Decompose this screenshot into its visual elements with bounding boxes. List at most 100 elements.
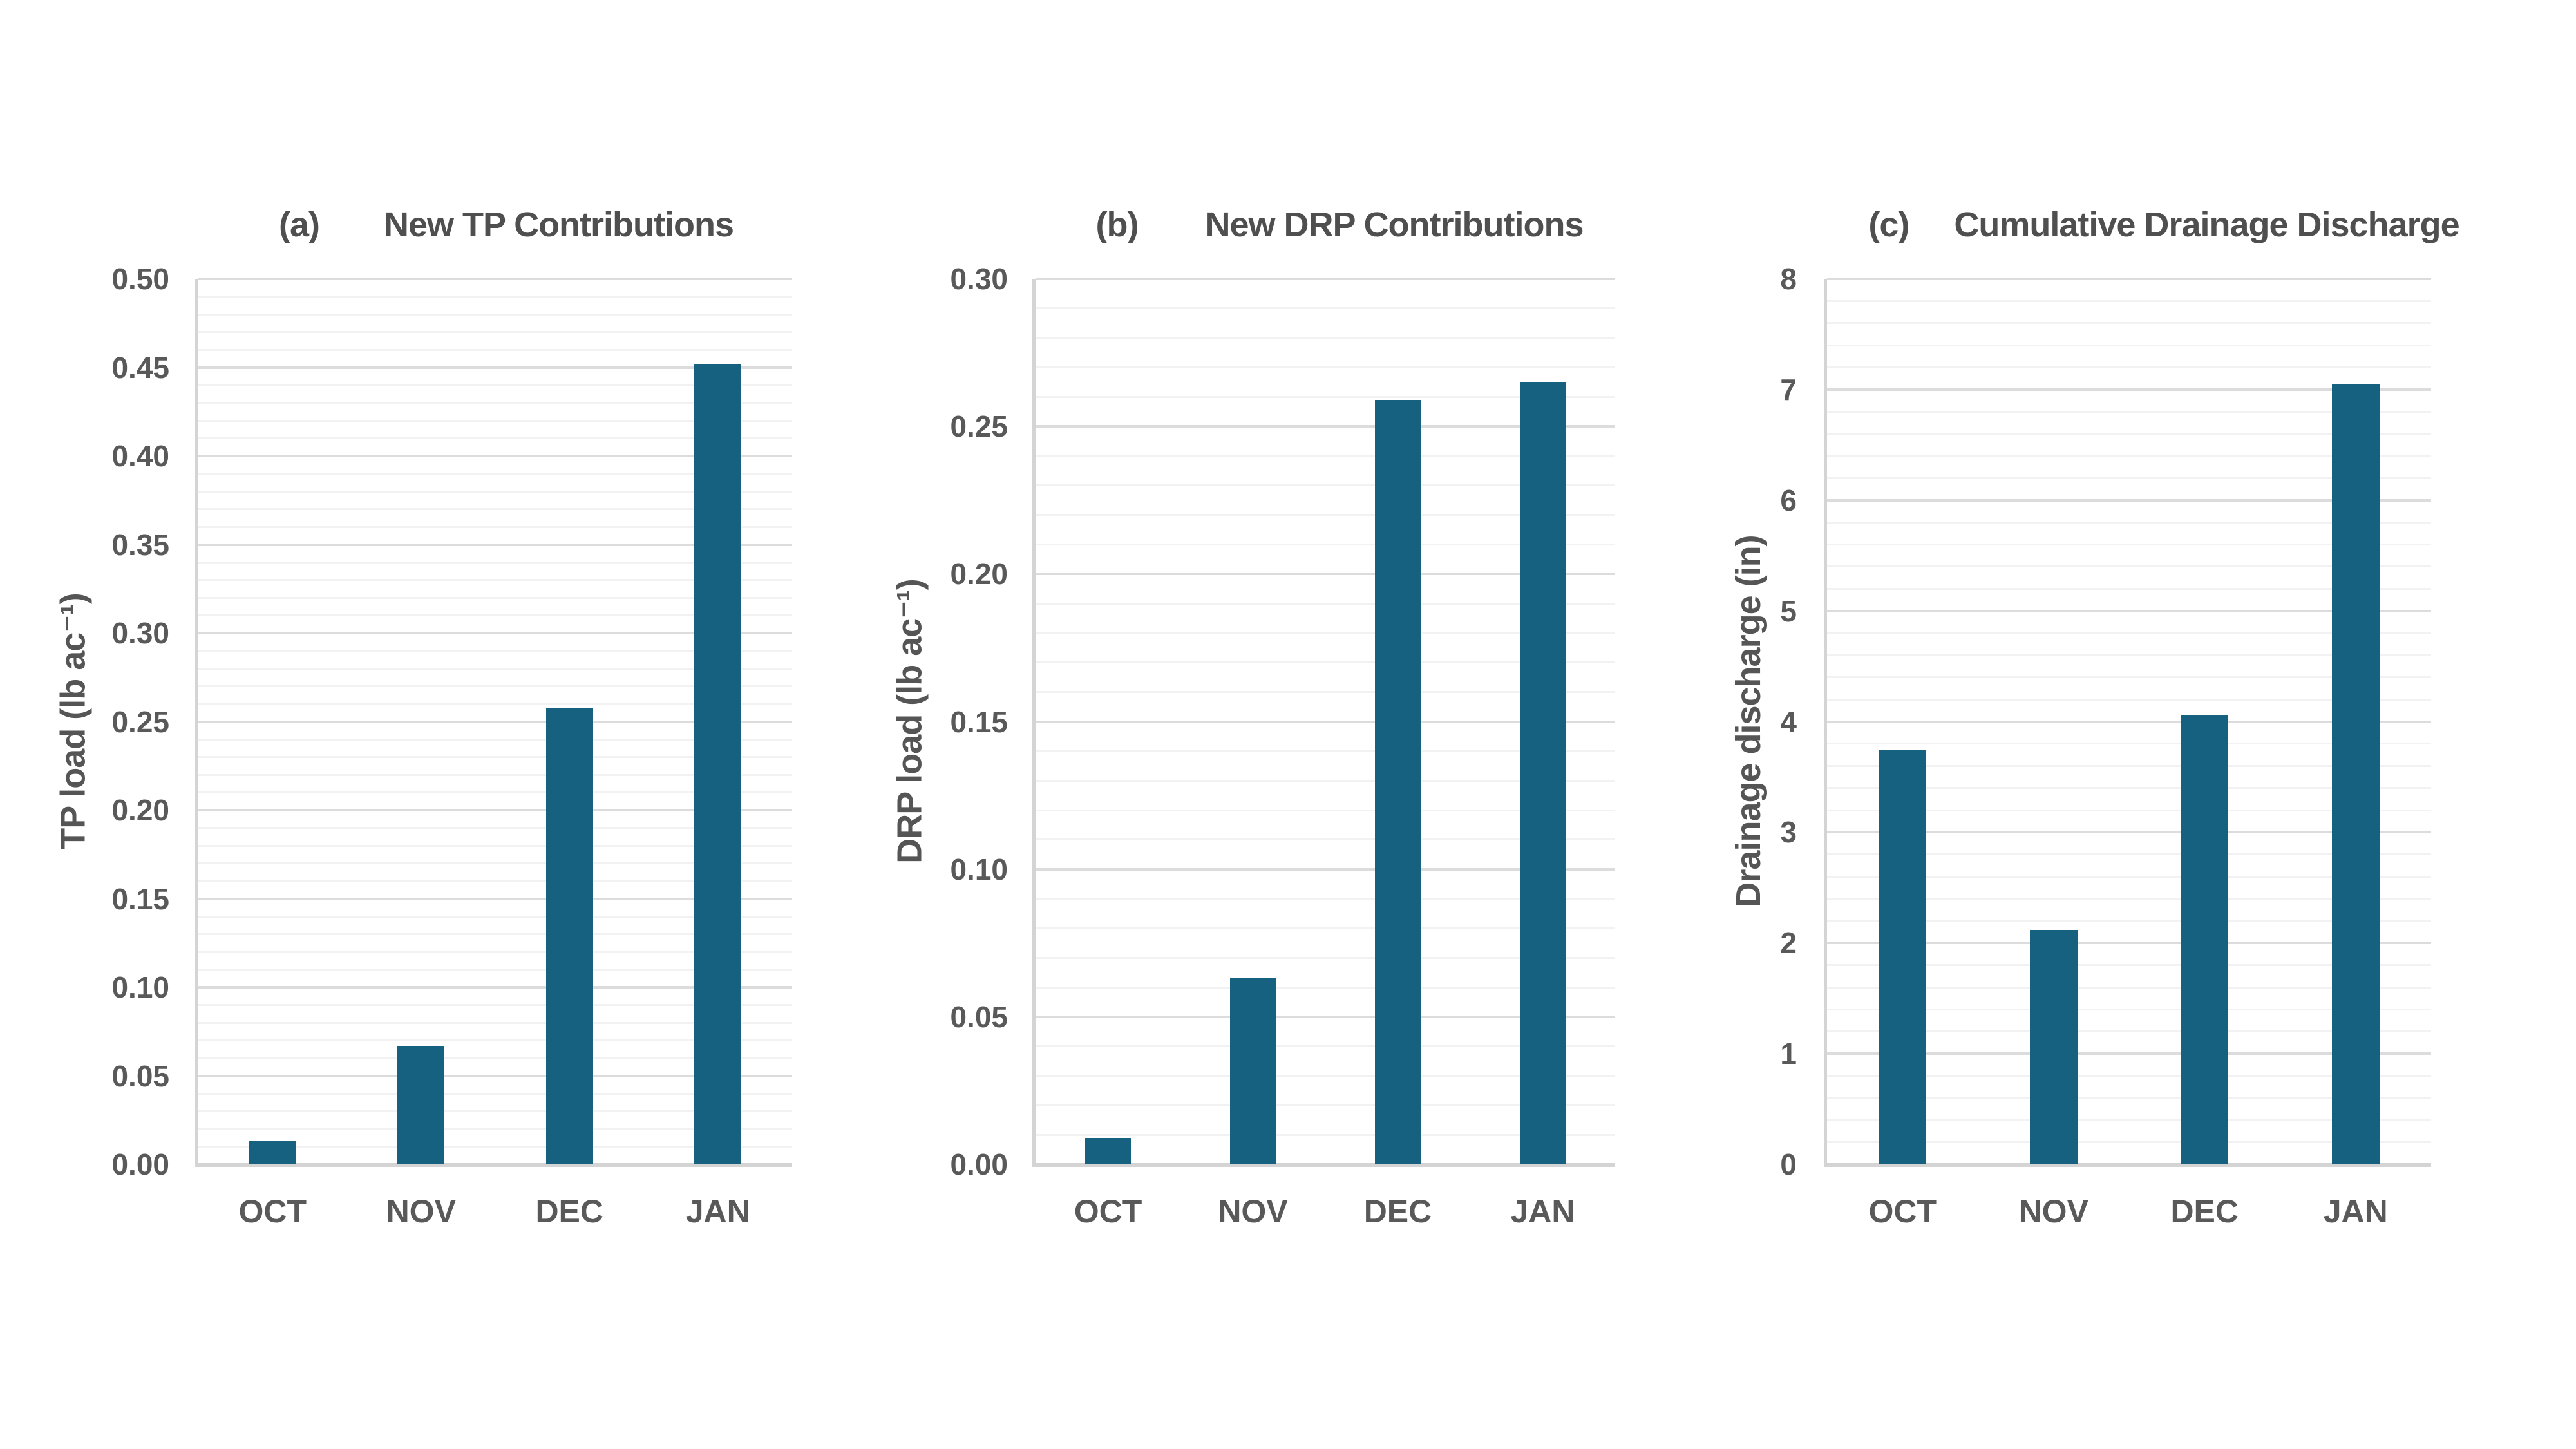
- gridline-minor: [198, 1021, 792, 1024]
- x-tick-label: NOV: [2018, 1193, 2088, 1229]
- y-tick-label: 0.35: [111, 527, 169, 562]
- gridline-minor: [198, 561, 792, 564]
- gridline-minor: [1827, 299, 2431, 302]
- gridline-minor: [198, 473, 792, 475]
- gridline-minor: [1036, 544, 1615, 545]
- x-tick-label: OCT: [1868, 1193, 1937, 1229]
- gridline-major: [198, 543, 792, 546]
- panel-label-a: (a): [279, 205, 320, 244]
- gridline-minor: [198, 1057, 792, 1059]
- gridline-minor: [1827, 787, 2431, 790]
- gridline-minor: [1827, 920, 2431, 922]
- y-tick-label: 8: [1780, 262, 1797, 296]
- bar-dec: [1375, 399, 1421, 1164]
- y-axis-line: [1032, 279, 1036, 1164]
- gridline-minor: [1827, 1141, 2431, 1144]
- gridline-minor: [198, 508, 792, 510]
- gridline-minor: [1036, 927, 1615, 929]
- gridline-minor: [1036, 1133, 1615, 1136]
- x-tick-label: DEC: [535, 1193, 604, 1229]
- gridline-minor: [198, 1110, 792, 1112]
- gridline-minor: [198, 1039, 792, 1041]
- gridline-minor: [1827, 632, 2431, 634]
- y-tick-label: 0.05: [950, 999, 1008, 1034]
- gridline-major: [1036, 573, 1615, 576]
- gridline-minor: [198, 756, 792, 758]
- chart-title-text-c: Cumulative Drainage Discharge: [1954, 205, 2459, 244]
- gridline-minor: [198, 862, 792, 864]
- gridline-minor: [1827, 853, 2431, 856]
- gridline-minor: [1827, 322, 2431, 325]
- gridline-minor: [198, 490, 792, 493]
- gridline-minor: [1827, 898, 2431, 900]
- y-tick-label: 4: [1780, 705, 1797, 739]
- gridline-major: [198, 278, 792, 280]
- gridline-minor: [1036, 779, 1615, 782]
- y-tick-label: 0.30: [950, 262, 1008, 296]
- gridline-major: [1036, 1015, 1615, 1018]
- chart-title-text-b: New DRP Contributions: [1205, 205, 1584, 244]
- gridline-minor: [1036, 307, 1615, 310]
- gridline-minor: [198, 667, 792, 670]
- gridline-minor: [1036, 1104, 1615, 1106]
- gridline-minor: [198, 650, 792, 652]
- gridline-major: [198, 366, 792, 369]
- gridline-minor: [198, 331, 792, 333]
- gridline-minor: [1036, 898, 1615, 900]
- gridline-minor: [1827, 986, 2431, 989]
- bar-jan: [1520, 382, 1566, 1164]
- gridline-minor: [1827, 433, 2431, 435]
- x-tick-label: JAN: [2323, 1193, 2388, 1229]
- gridline-minor: [1036, 986, 1615, 989]
- y-tick-label: 0.45: [111, 350, 169, 384]
- y-tick-label: 0.25: [111, 705, 169, 739]
- gridline-minor: [198, 1146, 792, 1148]
- y-tick-label: 1: [1780, 1037, 1797, 1071]
- gridline-minor: [1036, 956, 1615, 959]
- gridline-major: [198, 1074, 792, 1077]
- x-axis-line: [1032, 1163, 1615, 1167]
- gridline-major: [198, 632, 792, 634]
- x-tick-label: DEC: [2170, 1193, 2239, 1229]
- y-axis-line: [1824, 279, 1827, 1164]
- bar-dec: [545, 707, 593, 1164]
- gridline-minor: [1827, 544, 2431, 545]
- x-tick-label: NOV: [386, 1193, 456, 1229]
- gridline-major: [1827, 831, 2431, 834]
- y-tick-label: 0.40: [111, 439, 169, 473]
- x-axis-line: [195, 1163, 792, 1167]
- x-axis-line: [1824, 1163, 2431, 1167]
- y-tick-label: 0.50: [111, 262, 169, 296]
- gridline-minor: [198, 951, 792, 953]
- y-tick-label: 0.00: [950, 1148, 1008, 1181]
- y-tick-label: 0.20: [111, 793, 169, 827]
- gridline-minor: [198, 915, 792, 918]
- gridline-minor: [198, 596, 792, 599]
- gridline-minor: [198, 1004, 792, 1006]
- gridline-minor: [1827, 344, 2431, 346]
- gridline-minor: [198, 402, 792, 404]
- y-tick-label: 0.10: [950, 852, 1008, 886]
- chart-title-c: (c) Cumulative Drainage Discharge: [1713, 205, 2576, 245]
- y-tick-label: 7: [1780, 372, 1797, 406]
- bar-oct: [1879, 750, 1927, 1164]
- gridline-minor: [198, 526, 792, 528]
- gridline-major: [1036, 720, 1615, 723]
- x-tick-label: JAN: [1510, 1193, 1575, 1229]
- bar-nov: [1230, 978, 1276, 1164]
- gridline-minor: [198, 419, 792, 422]
- gridline-minor: [198, 703, 792, 705]
- gridline-major: [198, 809, 792, 811]
- gridline-minor: [1827, 809, 2431, 811]
- gridline-minor: [198, 773, 792, 776]
- gridline-minor: [1827, 565, 2431, 568]
- gridline-minor: [1827, 875, 2431, 878]
- gridline-minor: [1036, 1045, 1615, 1048]
- bar-oct: [249, 1141, 296, 1164]
- gridline-major: [198, 897, 792, 900]
- gridline-minor: [1036, 514, 1615, 516]
- panel-label-b: (b): [1095, 205, 1139, 244]
- gridline-minor: [1827, 676, 2431, 679]
- gridline-major: [1827, 498, 2431, 502]
- chart-title-a: (a) New TP Contributions: [55, 205, 957, 245]
